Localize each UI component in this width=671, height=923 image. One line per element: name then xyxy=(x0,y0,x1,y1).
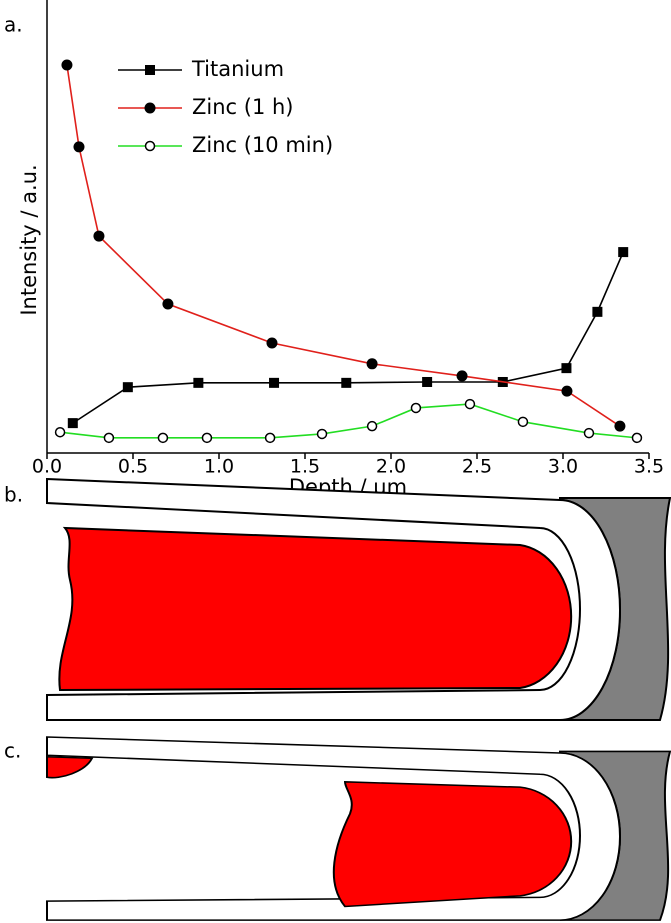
data-point xyxy=(464,398,476,410)
data-point xyxy=(592,306,603,317)
zinc-fill xyxy=(332,781,573,908)
data-point xyxy=(618,247,629,258)
x-tick-label: 3.5 xyxy=(634,456,664,478)
nanotube-wall xyxy=(46,736,621,921)
legend-label: Zinc (1 h) xyxy=(192,95,293,119)
data-point xyxy=(614,420,626,432)
y-axis-title: Intensity / a.u. xyxy=(17,164,41,315)
data-point xyxy=(561,363,572,374)
data-point xyxy=(366,358,378,370)
nanotube-wall xyxy=(46,477,621,721)
data-point xyxy=(122,382,133,393)
data-point xyxy=(264,432,276,444)
data-point xyxy=(583,427,595,439)
data-point xyxy=(61,59,73,71)
x-tick-label: 2.0 xyxy=(376,456,406,478)
data-point xyxy=(67,418,78,429)
data-point xyxy=(456,370,468,382)
series-line xyxy=(72,251,624,424)
data-point xyxy=(103,432,115,444)
data-point xyxy=(93,230,105,242)
series-line xyxy=(66,64,621,427)
data-point xyxy=(54,426,66,438)
data-point xyxy=(316,428,328,440)
data-point xyxy=(341,377,352,388)
x-tick-label: 0.5 xyxy=(118,456,148,478)
x-tick-label: 0.0 xyxy=(32,456,62,478)
data-point xyxy=(631,432,643,444)
data-point xyxy=(201,432,213,444)
data-point xyxy=(157,432,169,444)
data-point xyxy=(422,376,433,387)
data-point xyxy=(193,377,204,388)
panel-label: c. xyxy=(4,739,21,763)
data-point xyxy=(266,337,278,349)
data-point xyxy=(269,377,280,388)
diagram-c xyxy=(46,736,671,921)
zinc-fill xyxy=(58,526,573,692)
x-tick-label: 3.0 xyxy=(548,456,578,478)
data-point xyxy=(561,385,573,397)
data-point xyxy=(162,298,174,310)
series-line xyxy=(59,403,638,439)
panel-label: a. xyxy=(4,13,23,37)
data-point xyxy=(145,65,155,75)
data-point xyxy=(366,420,378,432)
data-point xyxy=(410,402,422,414)
x-tick-label: 1.0 xyxy=(204,456,234,478)
x-tick-label: 2.5 xyxy=(462,456,492,478)
x-tick-label: 1.5 xyxy=(290,456,320,478)
data-point xyxy=(144,102,156,114)
data-point xyxy=(517,416,529,428)
panel-label: b. xyxy=(4,483,23,507)
legend-label: Titanium xyxy=(191,57,284,81)
zinc-fill xyxy=(46,755,94,779)
data-point xyxy=(73,141,85,153)
legend-label: Zinc (10 min) xyxy=(192,133,333,157)
diagram-b xyxy=(46,477,671,721)
data-point xyxy=(144,140,156,152)
